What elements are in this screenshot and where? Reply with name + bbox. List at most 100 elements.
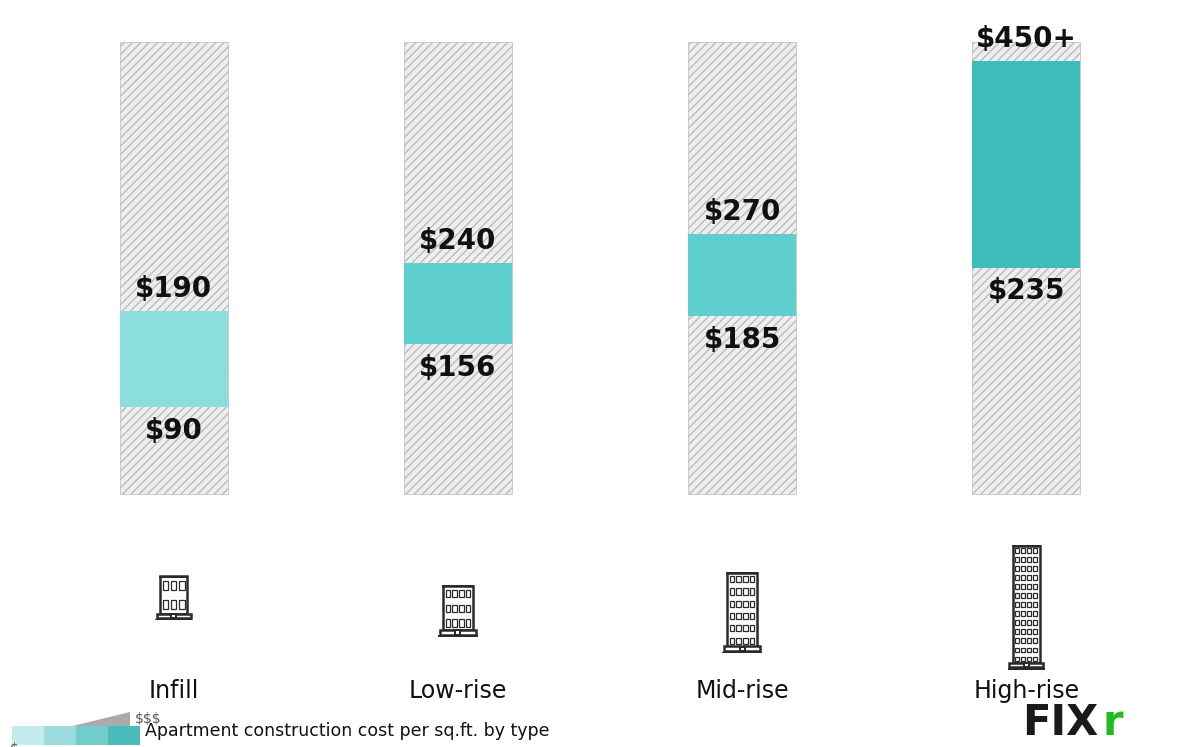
Bar: [452, 590, 457, 597]
Bar: [1015, 548, 1019, 553]
Bar: [460, 619, 463, 627]
Bar: [1015, 575, 1019, 580]
Bar: [1015, 611, 1019, 616]
Bar: [170, 600, 176, 610]
Text: Infill: Infill: [149, 679, 199, 703]
Bar: [743, 589, 748, 595]
Bar: [1033, 584, 1037, 589]
Bar: [1015, 557, 1019, 562]
Bar: [1033, 639, 1037, 643]
Bar: [737, 601, 740, 607]
Bar: [108, 726, 140, 745]
Bar: [722, 651, 762, 653]
Bar: [466, 604, 470, 612]
Bar: [1013, 546, 1040, 663]
Polygon shape: [14, 712, 130, 740]
Bar: [1027, 566, 1031, 571]
Bar: [1021, 593, 1025, 598]
Bar: [1021, 639, 1025, 643]
Bar: [445, 619, 450, 627]
Bar: [737, 638, 740, 644]
Bar: [1033, 621, 1037, 625]
Bar: [1008, 668, 1045, 669]
Bar: [724, 646, 761, 651]
Text: $90: $90: [145, 417, 203, 445]
Bar: [1033, 575, 1037, 580]
Text: $235: $235: [988, 277, 1066, 306]
Bar: [1033, 657, 1037, 661]
Bar: [1015, 593, 1019, 598]
Bar: [750, 638, 755, 644]
Bar: [1033, 630, 1037, 634]
Bar: [160, 576, 187, 614]
Text: High-rise: High-rise: [973, 679, 1079, 703]
Bar: [443, 586, 473, 630]
Bar: [1033, 548, 1037, 553]
Bar: [730, 576, 734, 582]
Bar: [1027, 621, 1031, 625]
Bar: [1015, 602, 1019, 607]
Text: Apartment construction cost per sq.ft. by type: Apartment construction cost per sq.ft. b…: [145, 722, 550, 740]
Bar: [1033, 611, 1037, 616]
Bar: [1033, 602, 1037, 607]
Bar: [170, 581, 176, 590]
Bar: [743, 625, 748, 631]
Bar: [750, 601, 755, 607]
Bar: [727, 573, 757, 647]
Bar: [750, 576, 755, 582]
Bar: [739, 647, 745, 651]
Bar: [743, 601, 748, 607]
Bar: [1027, 593, 1031, 598]
Bar: [460, 604, 463, 612]
Bar: [163, 581, 168, 590]
Bar: [445, 604, 450, 612]
Bar: [452, 619, 457, 627]
Bar: [452, 604, 457, 612]
Bar: [1027, 602, 1031, 607]
Text: $190: $190: [136, 276, 212, 303]
Bar: [1027, 630, 1031, 634]
Bar: [730, 613, 734, 619]
Bar: [1021, 648, 1025, 652]
Bar: [1021, 630, 1025, 634]
Bar: [157, 613, 191, 619]
Bar: [750, 589, 755, 595]
Bar: [163, 600, 168, 610]
Bar: [737, 625, 740, 631]
Bar: [44, 726, 76, 745]
Bar: [750, 625, 755, 631]
Bar: [743, 638, 748, 644]
Bar: [404, 42, 512, 494]
Text: $450+: $450+: [976, 25, 1076, 53]
Bar: [179, 581, 185, 590]
Bar: [750, 613, 755, 619]
Bar: [172, 614, 176, 619]
Bar: [743, 576, 748, 582]
Bar: [404, 263, 512, 344]
Bar: [1027, 657, 1031, 661]
Bar: [1021, 557, 1025, 562]
Bar: [1021, 657, 1025, 661]
Bar: [1027, 557, 1031, 562]
Bar: [737, 589, 740, 595]
Bar: [1021, 611, 1025, 616]
Bar: [1033, 566, 1037, 571]
Bar: [730, 589, 734, 595]
Text: $240: $240: [419, 227, 497, 255]
Bar: [12, 726, 44, 745]
Bar: [466, 590, 470, 597]
Bar: [737, 576, 740, 582]
Bar: [688, 42, 796, 494]
Bar: [439, 630, 476, 635]
Bar: [1024, 663, 1028, 668]
Bar: [737, 613, 740, 619]
Bar: [1015, 657, 1019, 661]
Bar: [455, 630, 461, 635]
Bar: [730, 638, 734, 644]
Bar: [160, 576, 188, 577]
Text: $270: $270: [703, 199, 781, 226]
Bar: [1012, 545, 1040, 547]
Bar: [1015, 566, 1019, 571]
Bar: [1033, 557, 1037, 562]
Text: r: r: [1102, 701, 1122, 744]
